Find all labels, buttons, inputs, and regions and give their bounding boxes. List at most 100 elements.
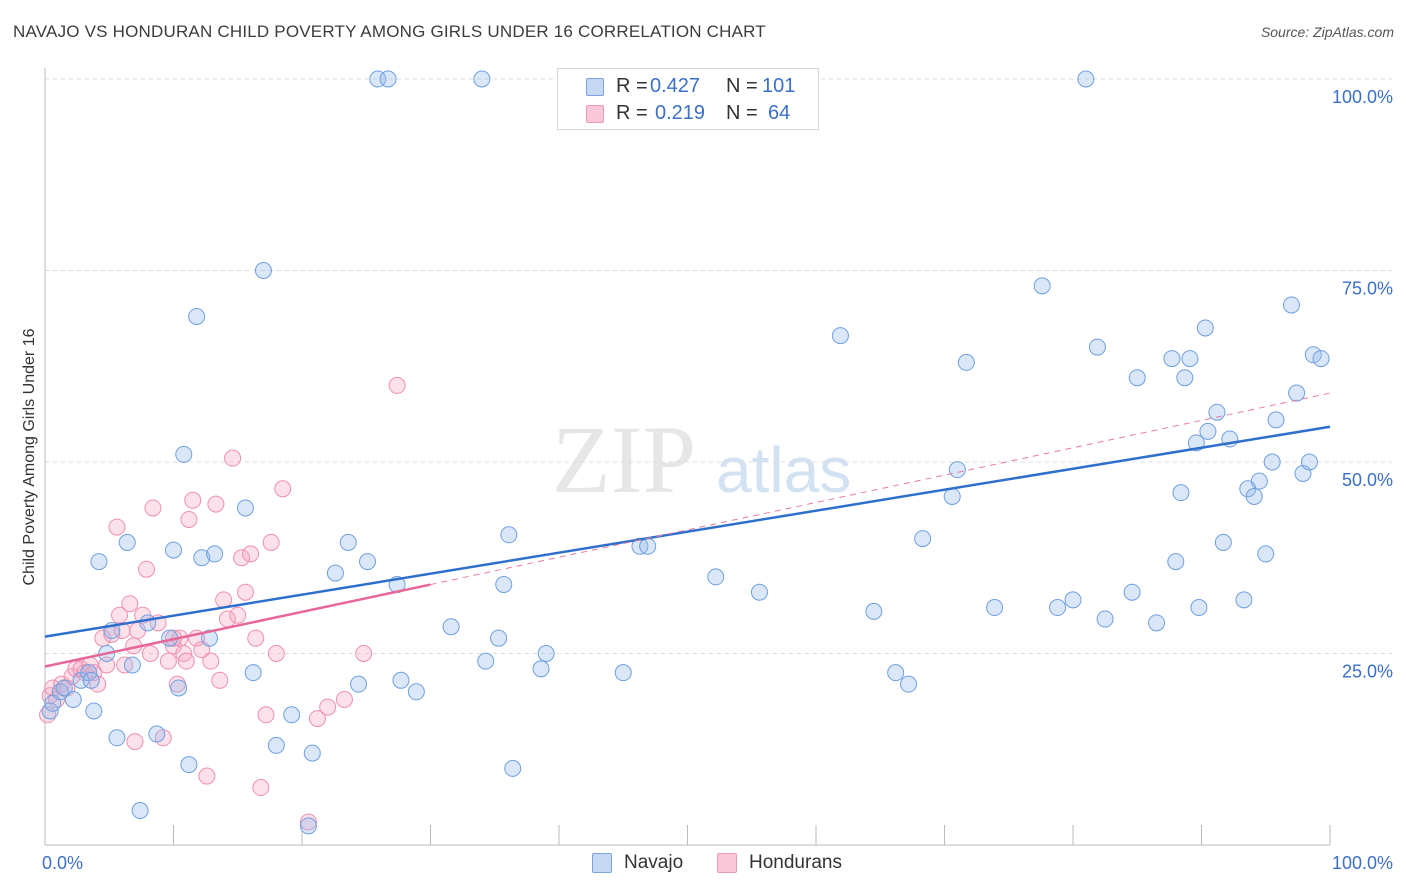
hondurans-point (229, 606, 247, 624)
navajo-point (392, 671, 410, 689)
n-value: 101 (762, 75, 796, 97)
navajo-point (267, 736, 285, 754)
y-tick-label: 75.0% (1342, 279, 1393, 299)
navajo-point (1250, 472, 1268, 490)
hondurans-point (299, 813, 317, 831)
navajo-point (1196, 319, 1214, 337)
navajo-point (1077, 70, 1095, 88)
hondurans-point (267, 645, 285, 662)
navajo-point (473, 70, 491, 88)
hondurans-swatch (717, 853, 737, 873)
navajo-point (1190, 599, 1208, 617)
navajo-point (1123, 583, 1141, 601)
navajo-point (407, 683, 425, 701)
watermark-zip: ZIP (552, 406, 696, 513)
r-label: R = (616, 102, 648, 124)
hondurans-point (224, 449, 242, 467)
hondurans-point (233, 549, 251, 567)
navajo-point (1263, 453, 1281, 471)
navajo-swatch (586, 78, 604, 96)
legend-label: Navajo (624, 852, 684, 873)
y-tick-label: 25.0% (1342, 662, 1393, 682)
navajo-point (495, 576, 513, 594)
navajo-point (831, 327, 849, 345)
hondurans-point (262, 533, 280, 551)
trend-lines (44, 392, 1331, 668)
navajo-point (359, 553, 377, 571)
navajo-point (750, 583, 768, 601)
navajo-point (236, 499, 254, 517)
navajo-point (123, 656, 141, 674)
n-value: 64 (768, 102, 791, 124)
navajo-point (1176, 369, 1194, 387)
navajo-point (82, 671, 100, 689)
navajo-point (1245, 487, 1263, 505)
legend-label: Hondurans (749, 852, 842, 873)
navajo-point (1208, 403, 1226, 421)
navajo-point (500, 526, 518, 544)
watermark-atlas: atlas (716, 434, 851, 506)
navajo-point (1128, 369, 1146, 387)
navajo-point (254, 262, 272, 279)
navajo-point (200, 629, 218, 647)
hondurans-point (184, 491, 202, 509)
navajo-point (532, 660, 550, 678)
navajo-point (490, 629, 508, 647)
hondurans-point (177, 652, 195, 670)
navajo-point (1282, 296, 1300, 314)
hondurans-point (274, 480, 292, 498)
r-value: 0.219 (655, 102, 706, 124)
navajo-point (1033, 277, 1051, 295)
navajo-point (1235, 591, 1253, 609)
hondurans-point (126, 733, 144, 751)
y-tick-label: 100.0% (1332, 87, 1393, 107)
hondurans-point (388, 376, 406, 394)
navajo-point (1163, 350, 1181, 368)
hondurans-point (252, 779, 270, 797)
navajo-point (339, 533, 357, 551)
navajo-swatch (592, 853, 612, 873)
hondurans-point (141, 645, 159, 662)
navajo-point (1214, 533, 1232, 551)
hondurans-point (247, 629, 265, 647)
navajo-point (986, 599, 1004, 617)
navajo-point (900, 675, 918, 693)
navajo-point (943, 487, 961, 505)
navajo-point (442, 618, 460, 636)
hondurans-point (44, 679, 62, 697)
navajo-trend-line (44, 425, 1331, 638)
navajo-point (1148, 614, 1166, 632)
hondurans-point (159, 652, 177, 670)
navajo-point (118, 533, 136, 551)
navajo-point (299, 817, 317, 835)
navajo-point (1288, 384, 1306, 402)
navajo-point (379, 70, 397, 88)
navajo-point (957, 353, 975, 371)
navajo-point (504, 759, 522, 777)
hondurans-swatch (586, 105, 604, 123)
navajo-point (1199, 422, 1217, 440)
navajo-point (193, 549, 211, 567)
hondurans-point (198, 767, 216, 785)
navajo-point (108, 729, 126, 747)
hondurans-point (121, 595, 139, 613)
hondurans-point (108, 518, 126, 536)
n-label: N = (726, 75, 758, 97)
navajo-point (948, 461, 966, 479)
navajo-point (139, 614, 157, 632)
navajo-point (1300, 453, 1318, 471)
navajo-point (283, 706, 301, 724)
navajo-point (206, 545, 224, 563)
r-label: R = (616, 75, 648, 97)
navajo-point (707, 568, 725, 586)
hondurans-point (138, 560, 156, 578)
navajo-point (165, 541, 182, 559)
navajo-point (477, 652, 495, 670)
navajo-point (326, 564, 344, 582)
x-tick-label: 0.0% (42, 853, 83, 873)
chart-title: NAVAJO VS HONDURAN CHILD POVERTY AMONG G… (13, 22, 766, 41)
hondurans-point (335, 690, 353, 708)
navajo-point (369, 70, 387, 88)
y-tick-label: 50.0% (1342, 470, 1393, 490)
